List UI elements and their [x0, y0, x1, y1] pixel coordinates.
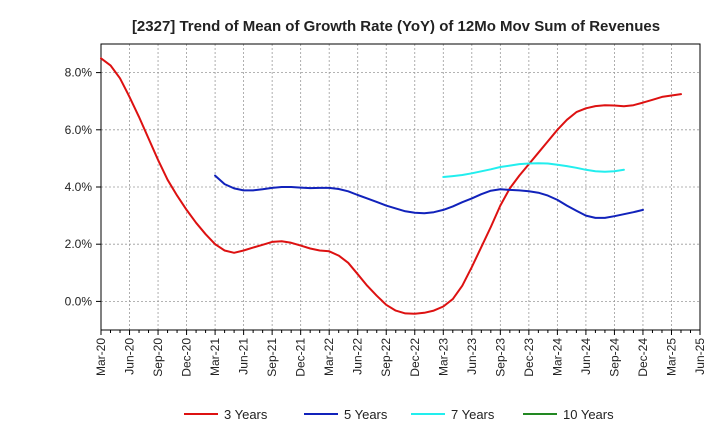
- legend-label: 7 Years: [451, 407, 495, 422]
- series-line-7-years: [442, 162, 625, 178]
- x-tick-label: Jun-22: [351, 338, 365, 375]
- series-line-3-years: [100, 57, 682, 315]
- x-tick-label: Mar-20: [94, 338, 108, 376]
- x-tick-label: Sep-20: [151, 338, 165, 377]
- x-tick-label: Jun-25: [693, 338, 707, 375]
- x-tick-label: Jun-24: [579, 338, 593, 375]
- legend-label: 5 Years: [344, 407, 388, 422]
- x-tick-label: Jun-20: [123, 338, 137, 375]
- legend-label: 3 Years: [224, 407, 268, 422]
- x-tick-label: Dec-22: [408, 338, 422, 377]
- x-tick-label: Mar-25: [664, 338, 678, 376]
- x-tick-label: Mar-24: [550, 338, 564, 376]
- y-tick-label: 2.0%: [65, 237, 93, 251]
- x-tick-label: Mar-21: [208, 338, 222, 376]
- x-tick-label: Dec-21: [294, 338, 308, 377]
- y-tick-label: 6.0%: [65, 123, 93, 137]
- x-tick-label: Dec-20: [180, 338, 194, 377]
- x-tick-label: Sep-21: [265, 338, 279, 377]
- x-tick-label: Dec-23: [522, 338, 536, 377]
- gridlines: [101, 44, 700, 330]
- x-tick-label: Sep-22: [379, 338, 393, 377]
- legend-label: 10 Years: [563, 407, 614, 422]
- x-tick-label: Dec-24: [636, 338, 650, 377]
- series-line-5-years: [214, 174, 644, 219]
- axes: Mar-20 Jun-20 Sep-20 Dec-20 Mar-21 Jun-21 Sep-…: [65, 43, 707, 377]
- x-tick-label: Jun-21: [237, 338, 251, 375]
- x-tick-label: Sep-23: [493, 338, 507, 377]
- x-tick-label: Jun-23: [465, 338, 479, 375]
- series-lines: [100, 57, 682, 315]
- x-tick-label: Mar-22: [322, 338, 336, 376]
- chart-title: [2327] Trend of Mean of Growth Rate (YoY…: [132, 18, 660, 35]
- y-tick-label: 4.0%: [65, 180, 93, 194]
- y-tick-label: 8.0%: [65, 66, 93, 80]
- y-tick-label: 0.0%: [65, 294, 93, 308]
- x-tick-label: Sep-24: [607, 338, 621, 377]
- x-tick-label: Mar-23: [436, 338, 450, 376]
- legend: 3 Years 5 Years 7 Years 10 Years: [184, 407, 614, 422]
